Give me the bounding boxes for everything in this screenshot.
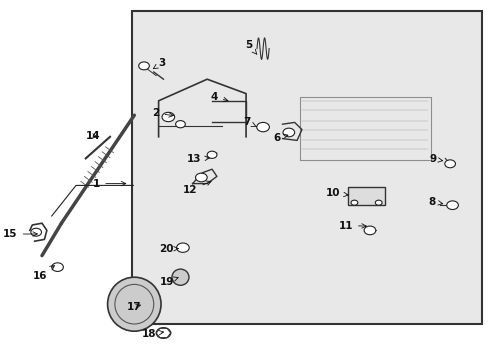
Text: 5: 5	[244, 40, 257, 54]
Text: 19: 19	[160, 276, 178, 287]
Circle shape	[162, 112, 174, 122]
Circle shape	[195, 173, 207, 182]
Text: 2: 2	[152, 108, 173, 118]
Text: 11: 11	[338, 221, 366, 231]
Circle shape	[283, 128, 294, 137]
Circle shape	[364, 226, 375, 235]
Circle shape	[446, 201, 457, 210]
Text: 17: 17	[127, 302, 142, 312]
Circle shape	[52, 263, 63, 271]
Circle shape	[156, 328, 170, 338]
Circle shape	[374, 200, 381, 205]
Text: 13: 13	[186, 154, 209, 164]
Text: 16: 16	[32, 266, 54, 281]
Circle shape	[256, 122, 269, 132]
Ellipse shape	[107, 277, 161, 331]
Text: 9: 9	[428, 154, 442, 164]
Circle shape	[176, 243, 189, 252]
Bar	[347, 187, 384, 205]
Text: 20: 20	[159, 244, 179, 254]
Circle shape	[444, 160, 454, 168]
Circle shape	[31, 228, 41, 236]
Text: 6: 6	[273, 132, 287, 143]
Circle shape	[350, 200, 357, 205]
Text: 1: 1	[93, 179, 125, 189]
Text: 10: 10	[325, 188, 347, 198]
Ellipse shape	[172, 269, 188, 285]
Text: 4: 4	[210, 92, 227, 102]
Text: 14: 14	[85, 131, 100, 141]
Text: 12: 12	[183, 181, 211, 195]
FancyBboxPatch shape	[132, 11, 481, 324]
Text: 8: 8	[427, 197, 442, 207]
Circle shape	[175, 121, 185, 128]
Text: 18: 18	[142, 329, 163, 339]
Text: 3: 3	[153, 58, 165, 69]
Text: 7: 7	[243, 117, 256, 127]
Circle shape	[139, 62, 149, 70]
Text: 15: 15	[3, 229, 37, 239]
Circle shape	[207, 151, 217, 158]
